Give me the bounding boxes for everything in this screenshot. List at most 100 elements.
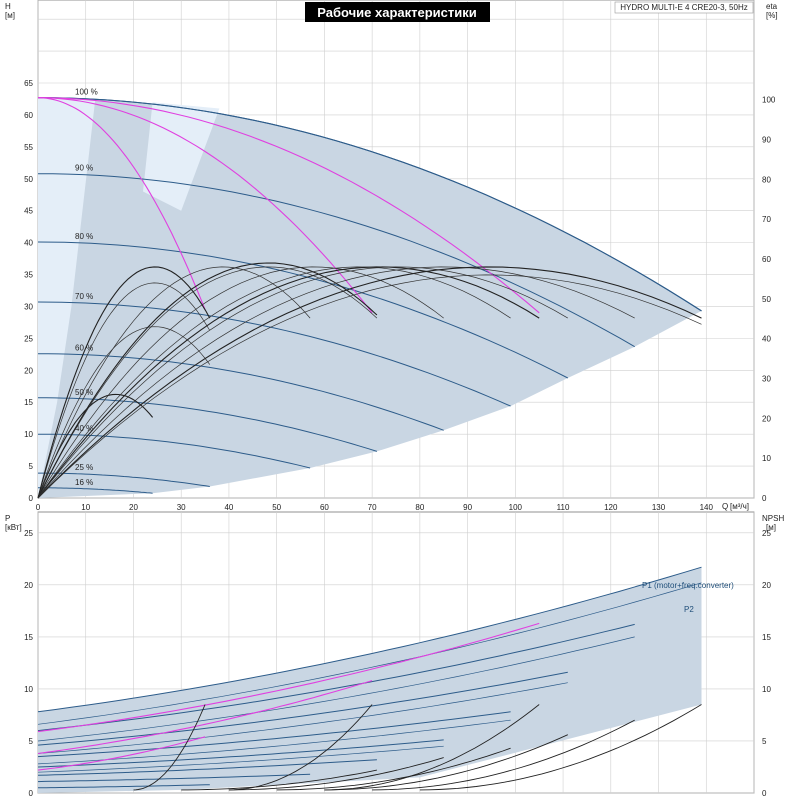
eta-tick-label: 70 <box>762 215 771 224</box>
lower-operating-envelope <box>38 567 702 793</box>
chart-title: Рабочие характеристики <box>317 5 477 20</box>
y-tick-label: 45 <box>24 207 33 216</box>
npsh-curve <box>181 769 377 791</box>
p1-curve <box>37 566 702 713</box>
eta-curve <box>37 266 635 499</box>
speed-label: 50 % <box>75 388 93 397</box>
magenta-power-curve <box>37 622 540 733</box>
p1-curve <box>37 773 311 783</box>
speed-curve <box>38 487 153 494</box>
p-tick-label: 5 <box>29 737 34 746</box>
x-tick-label: 40 <box>224 503 233 512</box>
speed-curve <box>37 301 511 407</box>
speed-curve <box>37 97 702 312</box>
y-tick-label: 65 <box>24 79 33 88</box>
eta-curve <box>37 266 540 499</box>
y-tick-label: 5 <box>29 462 34 471</box>
magenta-power-curve <box>37 680 373 755</box>
x-tick-label: 100 <box>509 503 523 512</box>
eta-tick-label: 90 <box>762 135 771 144</box>
upper-right-axis-name: eta <box>766 2 778 11</box>
x-tick-label: 0 <box>36 503 41 512</box>
p-tick-label: 20 <box>24 581 33 590</box>
speed-label: 16 % <box>75 478 93 487</box>
p1-curve <box>37 711 511 758</box>
eta-curve <box>37 266 444 499</box>
x-tick-label: 90 <box>463 503 472 512</box>
npsh-curve <box>324 734 568 791</box>
magenta-power-curve <box>37 736 206 771</box>
y-tick-label: 35 <box>24 271 33 280</box>
eta-tick-label: 60 <box>762 255 771 264</box>
eta-curve <box>37 266 702 499</box>
lower-curves <box>37 566 702 791</box>
upper-envelope-light-zone-2 <box>143 102 220 211</box>
x-tick-label: 110 <box>557 503 570 512</box>
upper-labels: 0 5 10 15 20 25 30 35 40 45 50 55 60 65 0 10 20 30 40 50 60 7… <box>24 79 776 512</box>
p1-curve <box>37 759 377 776</box>
upper-operating-envelope <box>38 97 702 498</box>
y-tick-label: 55 <box>24 143 33 152</box>
x-tick-label: 10 <box>81 503 90 512</box>
p-tick-label: 25 <box>24 529 33 538</box>
lower-right-axis-name: NPSH <box>762 514 784 523</box>
eta-tick-label: 10 <box>762 454 771 463</box>
p2-curve <box>37 719 511 765</box>
x-tick-label: 20 <box>129 503 138 512</box>
p1-series-label: P1 (motor+freq.converter) <box>642 581 734 590</box>
magenta-curve <box>37 97 206 310</box>
speed-label: 70 % <box>75 292 93 301</box>
eta-curve <box>37 274 702 499</box>
lower-labels: 0 5 10 15 20 25 0 5 10 15 20 25 <box>24 529 771 798</box>
y-tick-label: 60 <box>24 111 33 120</box>
npsh-tick-label: 10 <box>762 685 771 694</box>
npsh-curve <box>324 704 540 791</box>
y-tick-label: 40 <box>24 239 33 248</box>
npsh-curve <box>372 719 635 791</box>
npsh-tick-label: 20 <box>762 581 771 590</box>
eta-tick-label: 100 <box>762 96 776 105</box>
upper-right-axis-unit: [%] <box>766 11 778 20</box>
npsh-curve <box>228 757 444 791</box>
p2-curve <box>37 745 444 773</box>
y-tick-label: 15 <box>24 398 33 407</box>
speed-curve <box>37 241 569 379</box>
eta-curve <box>37 266 568 499</box>
x-tick-label: 50 <box>272 503 281 512</box>
speed-curve <box>37 173 635 348</box>
npsh-curve <box>276 747 511 791</box>
eta-tick-label: 40 <box>762 335 771 344</box>
y-tick-label: 50 <box>24 175 33 184</box>
x-tick-label: 80 <box>415 503 424 512</box>
x-axis-name: Q <box>722 502 728 511</box>
eta-curve <box>37 266 311 499</box>
model-box <box>614 1 754 14</box>
y-tick-label: 10 <box>24 430 33 439</box>
speed-curve <box>38 433 311 469</box>
upper-left-axis-name: H <box>5 2 11 11</box>
npsh-tick-label: 25 <box>762 529 771 538</box>
speed-curve <box>37 353 444 431</box>
lower-envelope <box>38 567 702 793</box>
p2-curve <box>37 582 702 725</box>
p-tick-label: 10 <box>24 685 33 694</box>
eta-curve <box>37 266 378 499</box>
p2-series-label: P2 <box>684 605 694 614</box>
x-tick-label: 130 <box>652 503 666 512</box>
p-tick-label: 0 <box>29 789 34 798</box>
y-tick-label: 30 <box>24 302 33 311</box>
x-tick-label: 70 <box>368 503 377 512</box>
speed-label: 40 % <box>75 424 93 433</box>
lower-left-axis-unit: [кВт] <box>5 523 22 532</box>
eta-tick-label: 30 <box>762 374 771 383</box>
p2-curve <box>37 682 568 754</box>
eta-curve <box>37 282 211 499</box>
x-tick-label: 140 <box>700 503 714 512</box>
magenta-curve <box>37 97 373 314</box>
npsh-tick-label: 0 <box>762 789 767 798</box>
x-tick-label: 120 <box>604 503 618 512</box>
x-tick-label: 60 <box>320 503 329 512</box>
p1-curve <box>37 784 210 789</box>
speed-curve <box>38 472 210 487</box>
